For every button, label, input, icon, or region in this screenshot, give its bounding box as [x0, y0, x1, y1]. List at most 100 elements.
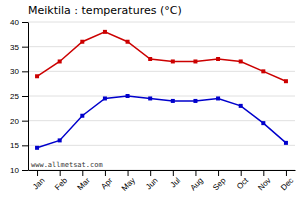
- marker: [284, 79, 288, 83]
- tick-label: Dec: [279, 176, 295, 192]
- marker: [58, 59, 62, 63]
- marker: [80, 40, 84, 44]
- marker: [126, 40, 130, 44]
- series: [35, 94, 288, 150]
- tick-mark: [22, 145, 28, 146]
- marker: [103, 96, 107, 100]
- grid-line: [28, 145, 295, 146]
- marker: [126, 94, 130, 98]
- marker: [80, 114, 84, 118]
- axis-line: [28, 23, 29, 171]
- marker: [171, 99, 175, 103]
- tick-label: 15: [10, 141, 19, 150]
- tick-label: 25: [10, 92, 19, 101]
- tick: Jan: [31, 170, 46, 191]
- title: Meiktila : temperatures (°C): [28, 4, 182, 17]
- marker: [239, 104, 243, 108]
- line: [37, 96, 286, 148]
- tick-label: Jul: [169, 176, 183, 190]
- tick-mark: [150, 170, 151, 176]
- tick-mark: [195, 170, 196, 176]
- marker: [261, 121, 265, 125]
- marker: [284, 141, 288, 145]
- grid: [28, 22, 295, 170]
- tick-label: Nov: [256, 176, 272, 192]
- tick: 30: [10, 67, 28, 76]
- tick-mark: [105, 170, 106, 176]
- tick: 25: [10, 92, 28, 101]
- tick-label: 30: [10, 67, 19, 76]
- tick-label: Jan: [31, 176, 46, 191]
- tick: 10: [10, 166, 28, 175]
- tick-mark: [22, 22, 28, 23]
- grid-line: [28, 71, 295, 72]
- tick: Apr: [99, 170, 114, 191]
- tick: Sep: [211, 170, 228, 192]
- line: [37, 32, 286, 81]
- plot-area: 10 15 20 25 30 35 40 Jan Feb Mar Apr May Jun Jul Aug Se…: [10, 18, 295, 193]
- tick-mark: [218, 170, 219, 176]
- y-axis: 10 15 20 25 30 35 40: [10, 18, 28, 175]
- tick-label: Feb: [53, 176, 70, 193]
- tick: Mar: [76, 170, 92, 192]
- tick-label: 40: [10, 18, 19, 27]
- annotation: www.allmetsat.com: [31, 161, 103, 169]
- tick: Feb: [53, 170, 70, 192]
- tick-mark: [22, 170, 28, 171]
- tick: Dec: [279, 170, 295, 192]
- marker: [193, 59, 197, 63]
- tick: 40: [10, 18, 28, 27]
- series: [35, 30, 288, 83]
- tick-label: Aug: [188, 176, 204, 192]
- tick-mark: [241, 170, 242, 176]
- grid-line: [28, 46, 295, 47]
- marker: [58, 138, 62, 142]
- marker: [35, 146, 39, 150]
- marker: [148, 96, 152, 100]
- marker: [103, 30, 107, 34]
- tick: Jun: [144, 170, 159, 191]
- tick-label: 10: [10, 166, 19, 175]
- tick-label: May: [120, 176, 137, 193]
- tick: Aug: [188, 170, 204, 192]
- marker: [148, 57, 152, 61]
- tick: 35: [10, 43, 28, 52]
- marker: [239, 59, 243, 63]
- marker: [261, 69, 265, 73]
- series-group: [35, 30, 288, 150]
- tick-mark: [22, 121, 28, 122]
- grid-line: [28, 120, 295, 121]
- grid-line: [28, 96, 295, 97]
- tick-label: 20: [10, 117, 19, 126]
- x-axis: Jan Feb Mar Apr May Jun Jul Aug Sep Oct Nov Dec: [29, 170, 296, 193]
- marker: [193, 99, 197, 103]
- tick-mark: [22, 96, 28, 97]
- tick-label: Apr: [99, 176, 114, 191]
- tick-mark: [82, 170, 83, 176]
- tick-mark: [263, 170, 264, 176]
- tick-label: Oct: [235, 175, 251, 191]
- marker: [35, 74, 39, 78]
- tick-label: Jun: [144, 176, 159, 191]
- tick-mark: [128, 170, 129, 176]
- grid-line: [28, 170, 295, 171]
- tick-mark: [22, 71, 28, 72]
- tick: Nov: [256, 170, 272, 192]
- chart: 10 15 20 25 30 35 40 Jan Feb Mar Apr May Jun Jul Aug Se…: [0, 0, 305, 200]
- tick-label: Mar: [76, 176, 92, 192]
- tick-mark: [22, 47, 28, 48]
- tick-mark: [37, 170, 38, 176]
- grid-line: [28, 22, 295, 23]
- tick-label: 35: [10, 43, 19, 52]
- tick: 15: [10, 141, 28, 150]
- tick: May: [120, 170, 137, 193]
- tick: Jul: [169, 170, 183, 190]
- tick-mark: [286, 170, 287, 176]
- tick-label: Sep: [211, 176, 228, 193]
- marker: [216, 96, 220, 100]
- tick-mark: [60, 170, 61, 176]
- tick: Oct: [235, 170, 251, 191]
- marker: [171, 59, 175, 63]
- axis-line: [29, 170, 296, 171]
- marker: [216, 57, 220, 61]
